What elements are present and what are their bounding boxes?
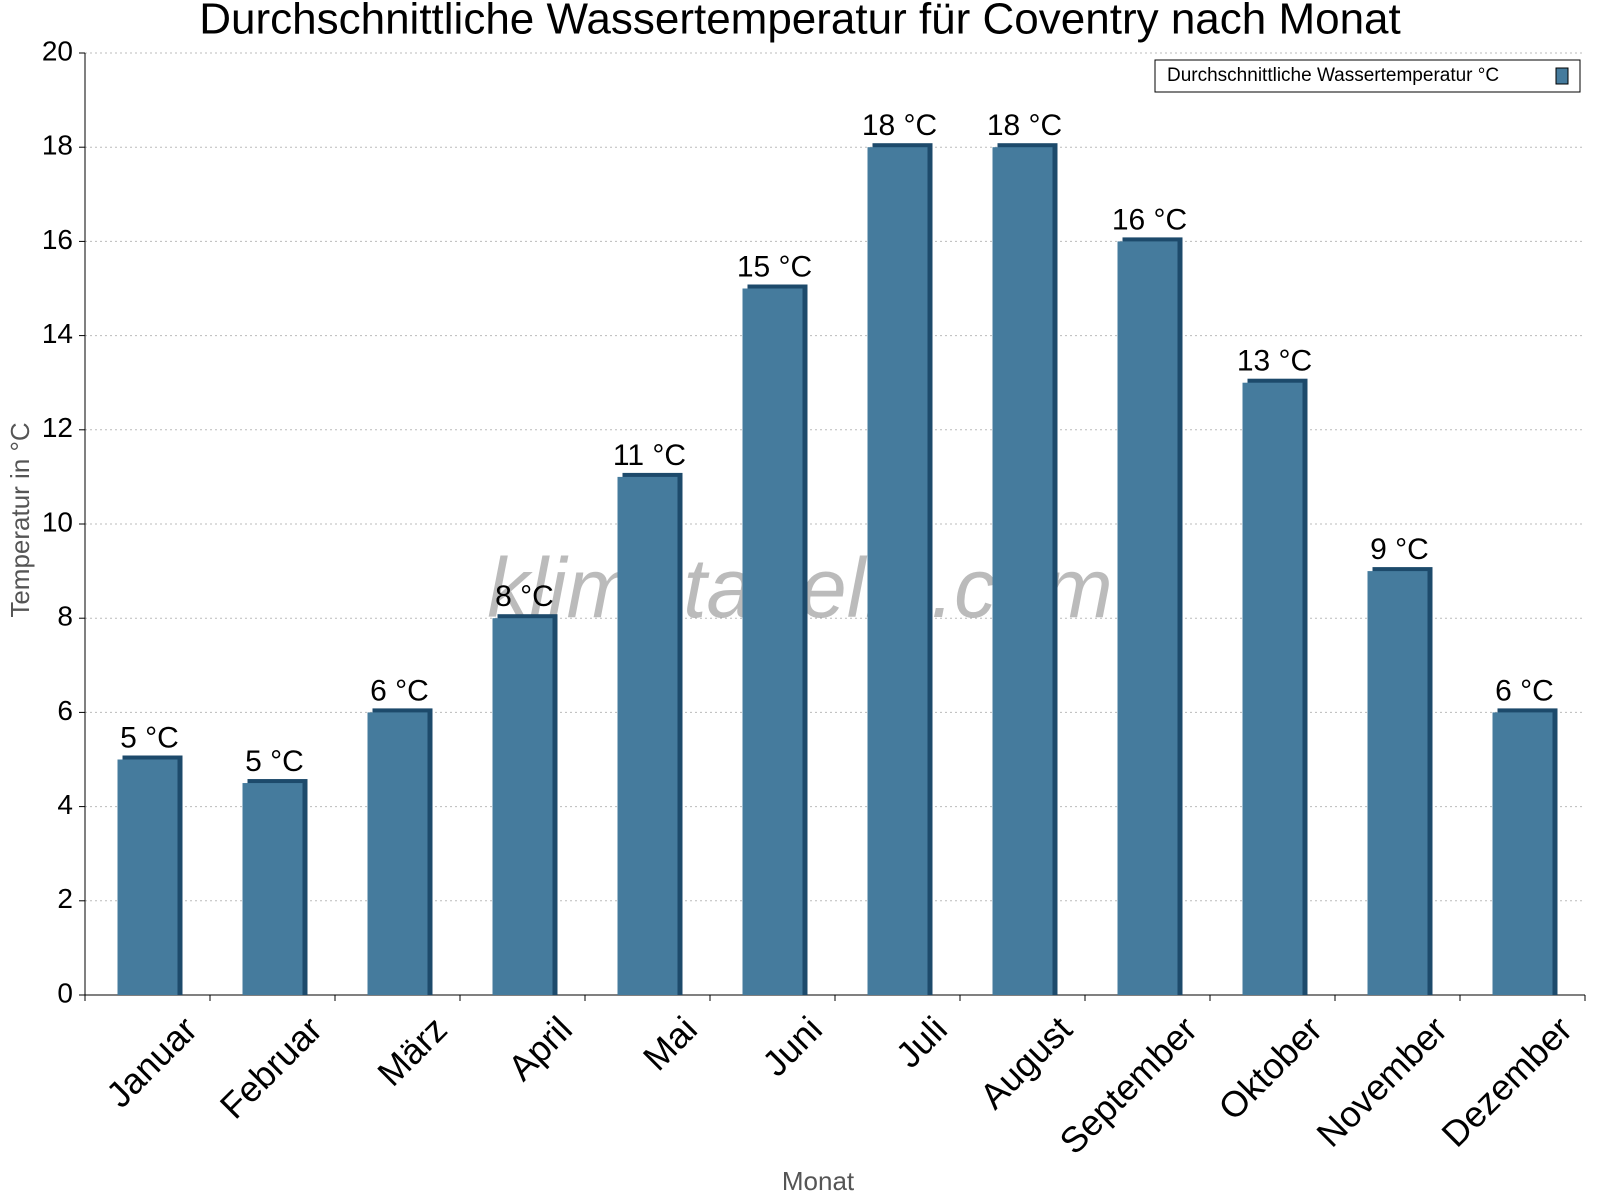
x-tick-label: Mai	[635, 1008, 705, 1078]
bar	[1367, 571, 1428, 995]
x-tick-label: August	[972, 1008, 1080, 1116]
x-tick-label: Oktober	[1210, 1008, 1330, 1128]
legend-swatch	[1555, 67, 1569, 85]
legend-box	[1154, 59, 1581, 93]
bar	[742, 288, 803, 995]
value-label: 8 °C	[495, 580, 554, 613]
value-label: 18 °C	[987, 109, 1062, 142]
y-tick-label: 4	[57, 789, 73, 820]
value-label: 6 °C	[1495, 674, 1554, 707]
y-tick-label: 20	[42, 35, 73, 66]
x-axis-label: Monat	[782, 1166, 855, 1196]
value-label: 16 °C	[1112, 203, 1187, 236]
y-axis-label: Temperatur in °C	[5, 422, 35, 617]
x-tick-label: März	[369, 1008, 455, 1094]
x-tick-label: April	[500, 1008, 580, 1088]
value-label: 5 °C	[245, 745, 304, 778]
legend-label: Durchschnittliche Wassertemperatur °C	[1167, 65, 1499, 86]
bar	[992, 147, 1053, 995]
y-tick-label: 18	[42, 130, 73, 161]
value-label: 18 °C	[862, 109, 937, 142]
bar	[242, 783, 303, 995]
bar	[117, 759, 178, 995]
bar	[867, 147, 928, 995]
value-label: 5 °C	[120, 721, 179, 754]
y-tick-label: 12	[42, 412, 73, 443]
x-tick-label: Juli	[888, 1008, 955, 1075]
bar	[1492, 712, 1553, 995]
value-label: 11 °C	[613, 439, 686, 472]
y-tick-label: 0	[57, 977, 73, 1008]
y-tick-label: 16	[42, 224, 73, 255]
value-label: 9 °C	[1370, 533, 1429, 566]
value-label: 13 °C	[1237, 345, 1312, 378]
value-label: 15 °C	[737, 250, 812, 283]
y-tick-label: 2	[57, 883, 73, 914]
x-tick-label: Dezember	[1433, 1008, 1579, 1154]
bar	[492, 618, 553, 995]
x-tick-label: November	[1308, 1008, 1454, 1154]
bar	[617, 476, 678, 995]
chart-title: Durchschnittliche Wassertemperatur für C…	[199, 0, 1401, 44]
y-tick-label: 8	[57, 601, 73, 632]
bar	[367, 712, 428, 995]
bar	[1242, 382, 1303, 995]
x-tick-label: Februar	[212, 1008, 330, 1126]
y-tick-label: 6	[57, 695, 73, 726]
bar	[1117, 241, 1178, 995]
value-label: 6 °C	[370, 674, 429, 707]
x-tick-label: September	[1051, 1008, 1205, 1162]
x-tick-label: Januar	[98, 1008, 205, 1115]
x-tick-label: Juni	[754, 1008, 830, 1084]
y-tick-label: 10	[42, 506, 73, 537]
y-tick-label: 14	[42, 318, 73, 349]
